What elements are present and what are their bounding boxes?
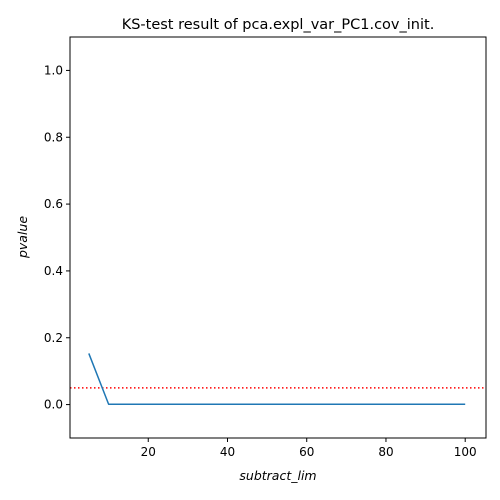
x-axis-ticks: 20 40 60 80 100: [141, 438, 477, 459]
x-tick-label: 40: [220, 445, 235, 459]
x-axis-label: subtract_lim: [239, 468, 316, 483]
series-line-0: [88, 353, 466, 405]
y-tick-label: 0.8: [44, 130, 63, 144]
x-tick-label: 20: [141, 445, 156, 459]
plot-area: [70, 353, 486, 405]
axes-frame: [69, 36, 487, 439]
x-tick-label: 100: [454, 445, 477, 459]
y-axis-label: pvalue: [15, 216, 30, 259]
y-tick-label: 1.0: [44, 63, 63, 77]
y-tick-label: 0.2: [44, 331, 63, 345]
y-tick-label: 0.0: [44, 398, 63, 412]
x-tick-label: 60: [299, 445, 314, 459]
y-tick-label: 0.6: [44, 197, 63, 211]
x-tick-label: 80: [378, 445, 393, 459]
y-axis-ticks: 0.0 0.2 0.4 0.6 0.8 1.0: [44, 63, 70, 412]
y-tick-label: 0.4: [44, 264, 63, 278]
chart-title: KS-test result of pca.expl_var_PC1.cov_i…: [122, 17, 435, 33]
